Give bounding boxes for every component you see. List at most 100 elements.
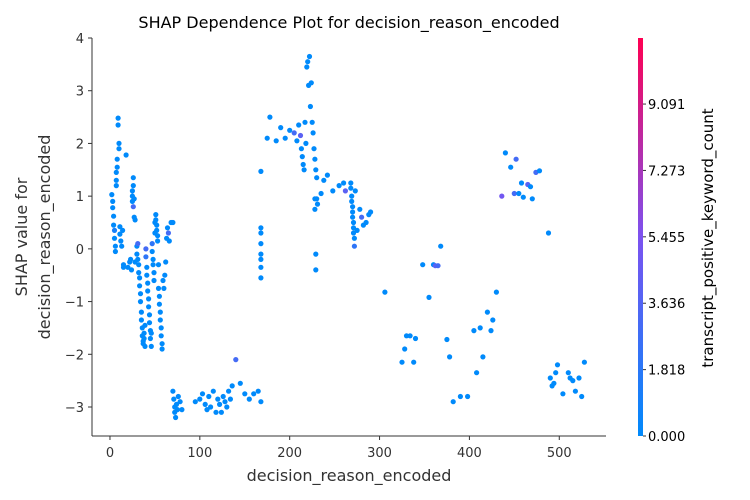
- colorbar-tick-label: 7.273: [648, 164, 685, 179]
- data-point: [138, 317, 144, 323]
- data-point: [581, 359, 588, 365]
- data-point: [518, 180, 525, 186]
- data-point: [141, 335, 147, 342]
- data-point: [113, 177, 119, 183]
- data-point: [210, 388, 216, 394]
- y-tick-label: 3: [76, 85, 84, 100]
- data-point: [137, 299, 144, 305]
- data-point: [258, 264, 264, 270]
- data-point: [465, 393, 471, 400]
- data-point: [341, 180, 347, 186]
- data-point: [136, 270, 142, 276]
- data-point: [118, 238, 124, 244]
- data-point: [156, 301, 162, 307]
- data-point: [215, 396, 221, 402]
- data-point: [222, 399, 228, 405]
- data-point: [154, 222, 160, 228]
- data-point: [130, 204, 136, 210]
- data-point: [407, 333, 413, 339]
- data-point: [131, 196, 137, 202]
- data-point: [311, 146, 317, 152]
- data-point: [309, 119, 315, 125]
- data-point: [570, 378, 576, 384]
- data-point: [159, 346, 165, 352]
- data-point: [301, 167, 307, 173]
- data-point: [208, 404, 214, 410]
- data-point: [171, 396, 177, 402]
- data-point: [158, 325, 164, 331]
- data-point: [258, 225, 264, 231]
- y-axis-label: SHAP value for decision_reason_encoded: [12, 135, 55, 340]
- data-point: [213, 409, 219, 415]
- colorbar-ticks: 0.000 1.818 3.636 5.455 7.273 9.091: [643, 98, 685, 445]
- data-point: [137, 291, 144, 297]
- data-point: [111, 227, 118, 233]
- y-axis-label-line-2: decision_reason_encoded: [35, 135, 55, 340]
- data-point: [350, 209, 356, 215]
- data-point: [324, 172, 330, 178]
- data-point: [144, 272, 150, 278]
- data-point: [147, 335, 153, 342]
- data-point: [471, 328, 477, 334]
- data-point: [155, 238, 161, 244]
- data-point: [137, 283, 143, 289]
- data-point: [170, 388, 176, 394]
- data-point: [130, 183, 136, 189]
- data-point: [146, 320, 153, 326]
- data-point: [153, 212, 159, 218]
- data-point: [128, 267, 135, 273]
- data-point: [149, 241, 155, 247]
- data-point: [294, 138, 300, 144]
- data-point: [402, 346, 408, 352]
- data-point: [273, 138, 279, 144]
- data-point: [157, 309, 163, 315]
- data-point: [255, 388, 261, 394]
- data-point: [165, 230, 171, 236]
- data-point: [287, 127, 293, 133]
- data-point: [162, 272, 168, 278]
- y-tick-label: −1: [65, 296, 84, 311]
- data-point: [146, 312, 153, 318]
- data-point: [484, 309, 490, 315]
- data-point: [299, 154, 305, 160]
- data-point: [160, 277, 166, 284]
- y-tick-label: 4: [76, 32, 84, 47]
- data-point: [560, 391, 566, 397]
- data-point: [114, 156, 120, 162]
- data-point: [138, 309, 144, 315]
- data-point: [291, 130, 297, 136]
- data-point: [350, 214, 356, 220]
- data-point: [116, 140, 122, 146]
- data-point: [146, 296, 152, 302]
- data-point: [547, 375, 553, 381]
- data-point: [488, 328, 494, 334]
- data-point: [314, 201, 321, 207]
- data-point: [233, 357, 239, 363]
- data-point: [435, 263, 441, 269]
- data-point: [359, 214, 365, 220]
- data-point: [282, 135, 288, 141]
- data-point: [145, 280, 151, 286]
- x-tick-label: 100: [187, 446, 212, 461]
- data-point: [120, 264, 127, 270]
- data-point: [529, 196, 535, 202]
- data-point: [579, 393, 585, 400]
- data-point: [135, 241, 141, 247]
- data-point: [499, 193, 505, 199]
- data-point: [113, 183, 119, 189]
- data-point: [143, 254, 149, 260]
- data-point: [112, 248, 118, 255]
- data-point: [155, 262, 162, 268]
- data-point: [357, 206, 363, 212]
- data-point: [128, 256, 134, 262]
- data-point: [300, 161, 306, 168]
- data-point: [177, 399, 183, 405]
- data-point: [313, 251, 319, 257]
- data-point: [565, 370, 571, 376]
- data-point: [321, 177, 327, 183]
- data-point: [297, 132, 304, 139]
- data-point: [536, 168, 543, 174]
- data-point: [163, 259, 169, 265]
- data-point: [125, 264, 131, 270]
